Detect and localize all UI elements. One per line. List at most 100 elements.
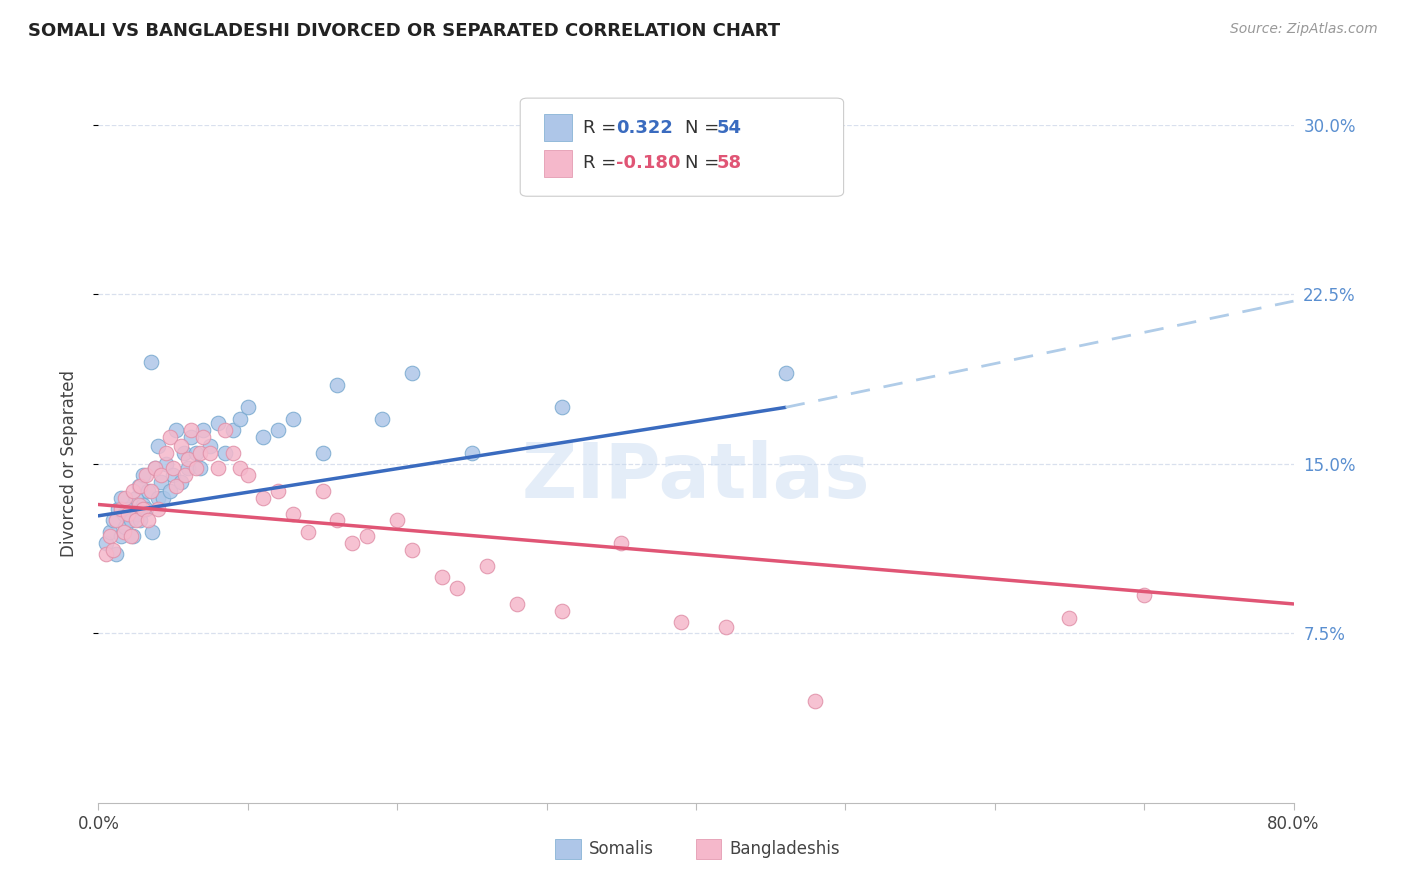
- Point: [148, 491, 170, 505]
- Point: [180, 430, 202, 444]
- Point: [222, 423, 245, 437]
- Point: [385, 513, 409, 527]
- Point: [174, 468, 197, 483]
- Point: [214, 423, 236, 437]
- Point: [155, 445, 177, 459]
- Point: [114, 491, 136, 505]
- Point: [105, 513, 128, 527]
- Point: [430, 570, 453, 584]
- Point: [117, 502, 139, 516]
- Point: [135, 502, 157, 516]
- Point: [446, 581, 468, 595]
- Text: SOMALI VS BANGLADESHI DIVORCED OR SEPARATED CORRELATION CHART: SOMALI VS BANGLADESHI DIVORCED OR SEPARA…: [28, 22, 780, 40]
- Text: ZIPatlas: ZIPatlas: [522, 441, 870, 515]
- Point: [100, 529, 122, 543]
- Point: [110, 491, 132, 505]
- Point: [128, 479, 150, 493]
- Point: [775, 367, 797, 381]
- Point: [136, 483, 159, 498]
- Point: [669, 615, 692, 629]
- Point: [177, 461, 200, 475]
- Point: [148, 502, 170, 516]
- Point: [229, 411, 252, 425]
- Point: [236, 468, 259, 483]
- Point: [236, 401, 259, 415]
- Point: [200, 439, 222, 453]
- Point: [162, 468, 184, 483]
- Text: Bangladeshis: Bangladeshis: [730, 840, 841, 858]
- Point: [326, 513, 349, 527]
- Point: [311, 445, 333, 459]
- Point: [107, 502, 129, 516]
- Point: [110, 529, 132, 543]
- Text: Somalis: Somalis: [589, 840, 654, 858]
- Text: 58: 58: [717, 154, 742, 172]
- Point: [371, 411, 394, 425]
- Point: [311, 483, 333, 498]
- Point: [150, 468, 173, 483]
- Point: [110, 502, 132, 516]
- Y-axis label: Divorced or Separated: Divorced or Separated: [59, 370, 77, 558]
- Text: N =: N =: [685, 154, 724, 172]
- Point: [229, 461, 252, 475]
- Point: [150, 475, 173, 489]
- Point: [191, 423, 214, 437]
- Point: [222, 445, 245, 459]
- Point: [121, 483, 143, 498]
- Point: [401, 367, 423, 381]
- Point: [184, 461, 207, 475]
- Text: -0.180: -0.180: [616, 154, 681, 172]
- Point: [120, 513, 142, 527]
- Point: [105, 547, 128, 561]
- Point: [714, 619, 737, 633]
- Point: [112, 524, 135, 539]
- Text: Source: ZipAtlas.com: Source: ZipAtlas.com: [1230, 22, 1378, 37]
- Point: [128, 498, 150, 512]
- Point: [207, 416, 229, 430]
- Point: [94, 547, 117, 561]
- Point: [550, 604, 572, 618]
- Point: [136, 513, 159, 527]
- Text: R =: R =: [583, 119, 623, 136]
- Point: [129, 513, 152, 527]
- Point: [120, 529, 142, 543]
- Point: [114, 520, 136, 534]
- Point: [100, 524, 122, 539]
- Point: [132, 498, 155, 512]
- Point: [125, 491, 148, 505]
- Point: [165, 479, 187, 493]
- Point: [103, 542, 125, 557]
- Point: [143, 461, 166, 475]
- Point: [188, 445, 211, 459]
- Point: [191, 430, 214, 444]
- Point: [1133, 588, 1156, 602]
- Text: N =: N =: [685, 119, 724, 136]
- Point: [139, 483, 162, 498]
- Point: [200, 445, 222, 459]
- Point: [281, 411, 304, 425]
- Point: [461, 445, 484, 459]
- Point: [121, 529, 143, 543]
- Point: [550, 401, 572, 415]
- Point: [143, 461, 166, 475]
- Point: [125, 513, 148, 527]
- Point: [129, 479, 152, 493]
- Point: [184, 445, 207, 459]
- Point: [162, 461, 184, 475]
- Point: [159, 483, 181, 498]
- Point: [132, 468, 155, 483]
- Point: [475, 558, 498, 573]
- Point: [267, 483, 290, 498]
- Point: [252, 430, 274, 444]
- Point: [177, 452, 200, 467]
- Point: [610, 536, 633, 550]
- Point: [159, 430, 181, 444]
- Point: [148, 439, 170, 453]
- Point: [165, 423, 187, 437]
- Point: [169, 475, 191, 489]
- Point: [127, 507, 149, 521]
- Point: [214, 445, 236, 459]
- Point: [1059, 610, 1081, 624]
- Text: 54: 54: [717, 119, 742, 136]
- Point: [252, 491, 274, 505]
